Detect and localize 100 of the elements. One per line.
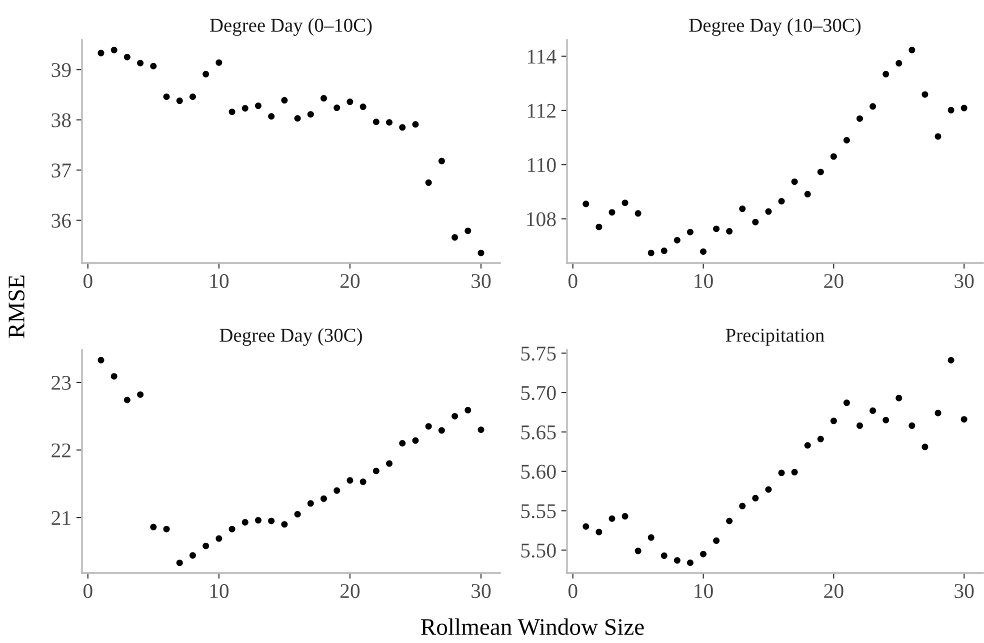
point: [110, 373, 118, 380]
point: [124, 396, 130, 404]
point: [752, 494, 759, 502]
point: [399, 124, 406, 131]
point: [281, 97, 288, 104]
point: [150, 62, 157, 70]
point: [307, 111, 314, 118]
point: [778, 470, 785, 476]
x-tick-label: 10: [210, 274, 229, 288]
point: [281, 521, 288, 528]
point: [596, 528, 602, 536]
point: [334, 487, 340, 494]
point: [202, 542, 210, 550]
y-tick-label: 112: [528, 104, 556, 118]
y-tick-label: 39: [52, 63, 71, 78]
point: [452, 412, 458, 420]
point: [176, 560, 183, 566]
point: [882, 416, 890, 424]
point: [922, 91, 928, 98]
point: [216, 59, 222, 66]
point: [856, 422, 864, 429]
x-tick-label: 0: [568, 584, 578, 598]
point: [778, 198, 785, 204]
point: [804, 190, 811, 198]
point: [634, 210, 642, 217]
point: [739, 206, 746, 212]
chart-title: Degree Day (10–30C): [689, 18, 861, 36]
x-tick-label: 30: [472, 274, 491, 288]
point: [922, 444, 928, 450]
point: [713, 537, 720, 544]
y-tick-label: 5.50: [521, 544, 556, 558]
point: [674, 236, 680, 244]
point: [622, 200, 628, 206]
point: [254, 102, 262, 110]
point: [478, 250, 484, 256]
point: [700, 550, 707, 558]
point: [686, 228, 694, 236]
point: [360, 478, 366, 486]
point: [438, 427, 445, 434]
point: [254, 517, 262, 524]
point: [412, 121, 419, 128]
point: [765, 486, 772, 493]
point: [372, 468, 380, 474]
point: [163, 526, 170, 532]
point: [960, 104, 968, 112]
point: [399, 440, 406, 447]
y-tick-label: 5.55: [521, 504, 556, 518]
point: [202, 70, 210, 78]
point: [726, 518, 733, 524]
point: [608, 515, 616, 522]
point: [150, 524, 157, 530]
point: [582, 200, 590, 208]
point: [648, 250, 654, 256]
point: [478, 426, 484, 433]
point: [686, 560, 694, 566]
point: [438, 158, 445, 164]
point: [856, 115, 864, 122]
point: [830, 418, 837, 424]
point: [268, 518, 275, 524]
point: [346, 477, 354, 484]
point: [870, 407, 876, 414]
y-tick-label: 23: [52, 376, 71, 390]
point: [582, 523, 590, 530]
x-tick-label: 10: [694, 274, 713, 288]
x-tick-label: 20: [340, 584, 360, 598]
point: [804, 442, 811, 449]
point: [739, 502, 746, 510]
point: [307, 500, 314, 507]
point: [110, 46, 118, 54]
x-tick-label: 0: [83, 274, 92, 288]
point: [896, 394, 902, 402]
point: [268, 113, 275, 120]
point: [242, 105, 248, 112]
chart-title: Degree Day (30C): [220, 328, 362, 346]
point: [98, 356, 104, 364]
point: [412, 437, 419, 444]
x-tick-label: 0: [568, 274, 578, 288]
point: [189, 552, 196, 559]
point: [425, 179, 432, 186]
point: [791, 468, 798, 476]
point: [242, 519, 248, 526]
point: [596, 224, 602, 230]
point: [608, 209, 616, 216]
point: [817, 436, 824, 442]
point: [216, 535, 222, 542]
point: [176, 98, 183, 104]
y-tick-label: 5.75: [521, 346, 556, 361]
point: [660, 248, 668, 254]
point: [791, 178, 798, 185]
point: [228, 108, 236, 116]
x-tick-label: 10: [210, 584, 229, 598]
point: [320, 495, 328, 502]
point: [464, 228, 472, 234]
point: [294, 115, 301, 122]
point: [660, 552, 668, 559]
point: [634, 548, 642, 554]
point: [908, 422, 916, 429]
point: [948, 106, 954, 114]
point: [934, 133, 942, 140]
point: [896, 60, 902, 67]
